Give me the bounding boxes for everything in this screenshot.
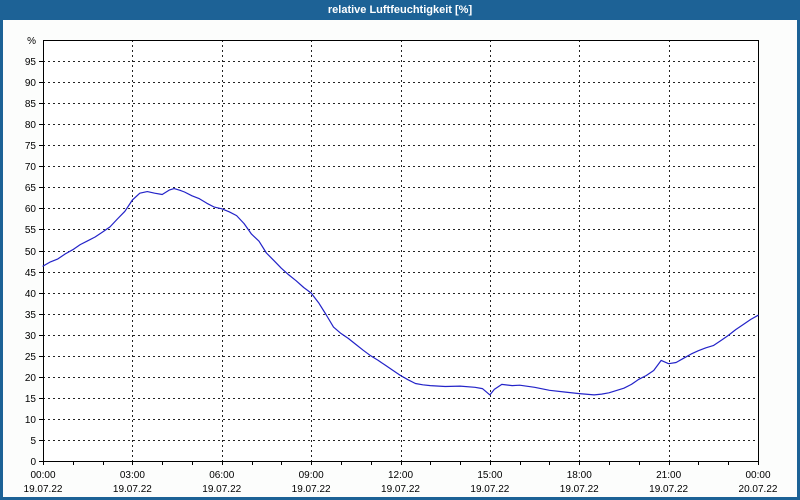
humidity-line (42, 188, 759, 396)
y-tick-label: 45 (25, 268, 37, 279)
x-date-label: 19.07.22 (113, 484, 152, 495)
y-tick-label: 0 (30, 457, 36, 468)
x-date-label: 19.07.22 (292, 484, 331, 495)
y-axis-unit-label: % (27, 36, 36, 47)
title-bar[interactable]: relative Luftfeuchtigkeit [%] (0, 0, 800, 20)
y-tick-label: 40 (25, 289, 37, 300)
chart-area: 0 5 10 15 20 25 30 35 40 45 50 55 60 65 70 75 80 85 90 95% 0… (3, 20, 797, 497)
y-tick-label: 70 (25, 162, 37, 173)
y-tick-label: 90 (25, 78, 37, 89)
x-date-label: 20.07.22 (739, 484, 778, 495)
x-time-label: 00:00 (30, 470, 55, 481)
y-tick-label: 5 (30, 436, 36, 447)
y-tick-label: 50 (25, 247, 37, 258)
plot-border (43, 40, 759, 462)
x-date-label: 19.07.22 (24, 484, 63, 495)
x-time-label: 06:00 (209, 470, 234, 481)
y-tick-label: 35 (25, 310, 37, 321)
y-tick-label: 65 (25, 183, 37, 194)
x-date-label: 19.07.22 (470, 484, 509, 495)
y-tick-label: 15 (25, 394, 37, 405)
x-date-label: 19.07.22 (381, 484, 420, 495)
x-time-label: 09:00 (299, 470, 324, 481)
y-tick-label: 30 (25, 331, 37, 342)
y-tick-label: 20 (25, 373, 37, 384)
x-time-label: 00:00 (745, 470, 770, 481)
y-tick-label: 95 (25, 57, 37, 68)
x-date-label: 19.07.22 (202, 484, 241, 495)
humidity-chart-svg: 0 5 10 15 20 25 30 35 40 45 50 55 60 65 70 75 80 85 90 95% 0… (24, 36, 778, 495)
y-tick-label: 60 (25, 204, 37, 215)
x-time-label: 15:00 (477, 470, 502, 481)
x-time-label: 18:00 (567, 470, 592, 481)
x-time-label: 12:00 (388, 470, 413, 481)
y-tick-label: 25 (25, 352, 37, 363)
x-time-label: 21:00 (656, 470, 681, 481)
y-tick-label: 75 (25, 141, 37, 152)
plot-background (43, 40, 758, 461)
y-tick-label: 80 (25, 120, 37, 131)
x-time-label: 03:00 (120, 470, 145, 481)
y-tick-label: 85 (25, 99, 37, 110)
y-tick-label: 10 (25, 415, 37, 426)
window-title: relative Luftfeuchtigkeit [%] (327, 4, 473, 16)
x-date-label: 19.07.22 (649, 484, 688, 495)
y-tick-label: 55 (25, 225, 37, 236)
x-date-label: 19.07.22 (560, 484, 599, 495)
